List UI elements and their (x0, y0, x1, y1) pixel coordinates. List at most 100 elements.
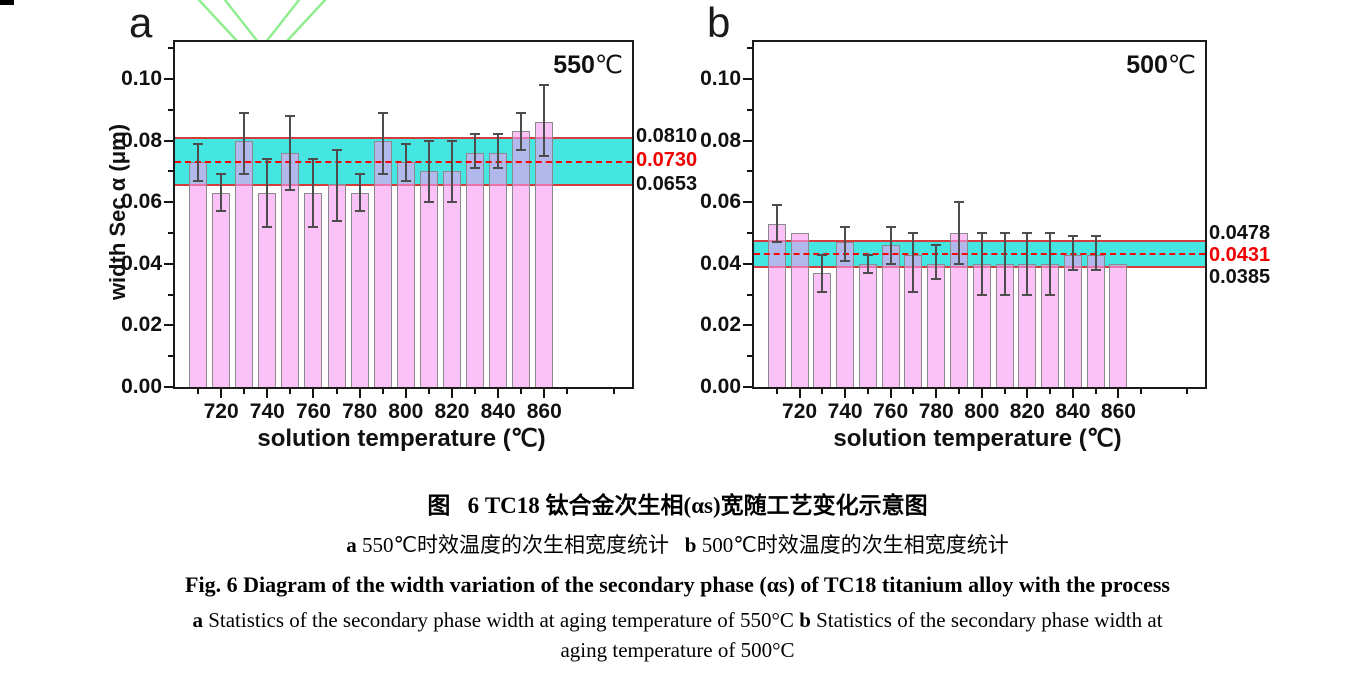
panel-b-x-axis-title: solution temperature (℃) (833, 425, 1122, 452)
panel-b-error-cap-top-810 (999, 231, 1010, 234)
panel-b-y-tick-minor (747, 108, 752, 111)
panel-a-error-bar-760 (312, 159, 315, 227)
panel-a-y-axis-title: width Sec α (μm) (105, 123, 130, 301)
panel-a-x-tick-minor (427, 389, 430, 394)
panel-b-y-tick-label: 0.06 (700, 190, 741, 214)
panel-b-y-tick-major (743, 386, 752, 388)
panel-b-x-tick-minor (958, 389, 960, 394)
panel-a-x-tick-minor (474, 389, 477, 394)
panel-b-x-tick-minor (912, 389, 915, 394)
panel-b-x-tick-label: 840 (1055, 400, 1091, 423)
panel-a-error-cap-bottom-820 (446, 201, 457, 204)
panel-b-error-cap-top-740 (840, 225, 851, 228)
panel-b-error-bar-750 (866, 254, 869, 273)
panel-a-y-tick-minor (168, 170, 173, 173)
panel-b-x-tick-label: 780 (918, 400, 954, 423)
panel-a-x-tick-minor (612, 389, 615, 394)
panel-b-error-cap-top-800 (976, 231, 987, 234)
panel-a-error-cap-top-710 (193, 142, 204, 145)
panel-a-bar-790 (373, 140, 392, 387)
panel-b-bar-860 (1109, 263, 1128, 387)
panel-a-error-bar-800 (404, 143, 407, 181)
panel-b-x-tick-minor (1140, 389, 1143, 394)
panel-a-condition-label: 550℃ (553, 51, 623, 79)
panel-a-error-bar-830 (474, 134, 477, 169)
panel-a-letter: a (129, 0, 153, 46)
panel-a-error-cap-top-770 (331, 148, 342, 151)
panel-b-error-cap-bottom-750 (862, 272, 873, 275)
panel-a-x-tick-major (450, 389, 453, 398)
panel-a-error-bar-860 (543, 85, 546, 156)
panel-b-error-bar-830 (1049, 232, 1052, 295)
panel-b-error-bar-780 (935, 245, 938, 280)
panel-b-y-tick-minor (747, 355, 752, 358)
panel-a-bar-830 (466, 152, 485, 387)
panel-a-y-tick-major (164, 77, 173, 80)
panel-b-letter: b (707, 0, 731, 46)
panel-a-x-tick-major (266, 389, 269, 398)
panel-a-x-tick-label: 820 (434, 400, 470, 423)
panel-b-error-cap-top-840 (1067, 235, 1078, 238)
panel-b-x-tick-label: 740 (827, 400, 863, 423)
panel-b-y-tick-label: 0.02 (700, 313, 741, 337)
panel-a-x-tick-minor (243, 389, 246, 394)
panel-b-x-tick-minor (1185, 389, 1188, 394)
panel-a-y-tick-label: 0.10 (121, 66, 162, 90)
panel-a-error-cap-bottom-840 (493, 167, 504, 170)
panel-a-error-cap-top-840 (493, 133, 504, 136)
panel-b-error-cap-top-790 (954, 201, 964, 204)
panel-a-error-cap-top-850 (516, 111, 527, 114)
panel-a-error-cap-bottom-860 (539, 154, 550, 157)
panel-a-error-bar-730 (243, 112, 246, 175)
panel-a-x-tick-major (312, 389, 315, 398)
panel-a-error-cap-bottom-830 (470, 167, 481, 170)
panel-b-bar-720 (790, 232, 809, 387)
caption-chinese-subtitle: a 550℃时效温度的次生相宽度统计 b 500℃时效温度的次生相宽度统计 (346, 533, 1009, 557)
panel-a-x-tick-label: 860 (526, 400, 562, 423)
panel-b-error-cap-top-730 (817, 253, 828, 256)
caption-chinese-title: 图 6 TC18 钛合金次生相(αs)宽随工艺变化示意图 (427, 493, 928, 518)
panel-a-x-tick-label: 780 (342, 400, 378, 423)
panel-b-error-bar-840 (1071, 236, 1074, 270)
panel-a-y-tick-minor (168, 231, 173, 234)
panel-b-y-tick-label: 0.00 (700, 375, 741, 398)
panel-a-error-cap-top-750 (285, 114, 296, 117)
panel-a-band-lower-value: 0.0653 (636, 173, 698, 195)
panel-b-x-tick-minor (1049, 389, 1052, 394)
panel-a-error-cap-top-830 (470, 133, 481, 136)
panel-b-error-bar-740 (844, 226, 847, 261)
panel-b-x-tick-minor (866, 389, 869, 394)
panel-b-bar-710 (767, 223, 786, 387)
panel-b-error-bar-790 (958, 202, 960, 264)
panel-b-error-cap-bottom-820 (1022, 293, 1033, 296)
panel-b-x-tick-major (889, 389, 892, 398)
panel-a-error-cap-top-730 (239, 111, 250, 114)
panel-a-error-cap-bottom-800 (400, 179, 411, 182)
panel-a-y-tick-label: 0.00 (121, 375, 162, 398)
panel-b-x-tick-major (1071, 389, 1074, 398)
panel-a-error-bar-710 (197, 143, 200, 181)
panel-b-y-tick-minor (747, 170, 752, 173)
panel-a-error-bar-810 (427, 140, 430, 203)
panel-a-error-cap-bottom-740 (262, 225, 273, 228)
panel-b-x-tick-major (1117, 389, 1120, 398)
panel-b-mean-line (754, 253, 1205, 256)
panel-b-error-cap-bottom-710 (771, 241, 782, 244)
panel-a-x-tick-label: 800 (388, 400, 424, 423)
figure-caption: 图 6 TC18 钛合金次生相(αs)宽随工艺变化示意图 a 550℃时效温度的… (0, 486, 1355, 665)
panel-a-y-tick-minor (168, 355, 173, 358)
panel-a-x-tick-major (543, 389, 546, 398)
panel-a-error-cap-top-760 (308, 158, 319, 161)
panel-b-error-bar-770 (912, 232, 915, 292)
panel-a-error-cap-bottom-780 (354, 210, 365, 213)
panel-a-y-tick-minor (168, 293, 173, 296)
panel-b-x-tick-minor (775, 389, 778, 394)
panel-b-x-tick-minor (821, 389, 824, 394)
panel-b-y-tick-major (743, 324, 752, 327)
caption-english-subtitle-line1: a Statistics of the secondary phase widt… (192, 608, 1163, 632)
panel-a-y-tick-label: 0.02 (121, 313, 162, 337)
panel-b-x-tick-minor (1003, 389, 1006, 394)
panel-b-bar-780 (927, 263, 946, 387)
panel-b-error-cap-top-850 (1090, 235, 1101, 238)
panel-b-error-cap-top-770 (908, 231, 919, 234)
